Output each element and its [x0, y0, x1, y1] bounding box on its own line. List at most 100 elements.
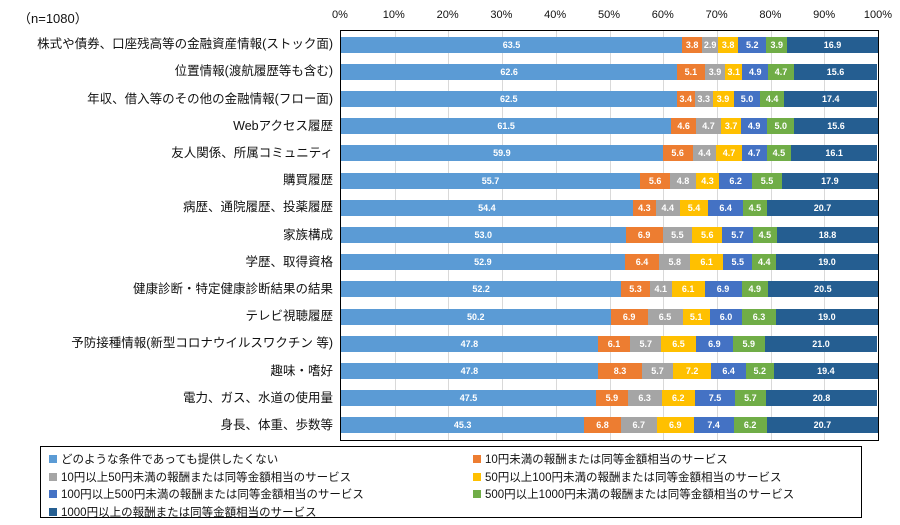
bar-segment: 6.9 [656, 417, 694, 434]
bar-value-label: 4.3 [638, 202, 651, 213]
bar-segment: 4.5 [766, 145, 791, 162]
bar-segment: 20.7 [766, 417, 878, 434]
bar-segment: 15.6 [793, 63, 878, 80]
bar-value-label: 63.5 [502, 39, 521, 50]
bar-value-label: 15.6 [827, 121, 845, 132]
bar-segment: 8.3 [597, 363, 643, 379]
legend-marker [49, 472, 57, 481]
bar-value-label: 4.6 [677, 121, 690, 132]
bar-segment: 7.2 [672, 363, 712, 379]
bar-segment: 3.1 [725, 63, 743, 80]
bar-segment: 5.6 [640, 172, 671, 189]
legend: どのような条件であっても提供したくない 10円未満の報酬または同等金額相当のサービ… [40, 446, 862, 519]
bar-segment: 6.9 [625, 227, 663, 243]
category-label: 家族構成 [282, 227, 333, 242]
bar-value-label: 18.8 [818, 230, 837, 240]
bar-segment: 6.2 [661, 390, 695, 407]
bar-value-label: 4.4 [758, 257, 771, 268]
bar-segment: 4.8 [670, 172, 696, 189]
legend-label: どのような条件であっても提供したくない [61, 454, 279, 466]
bar-row: 47.8 8.3 5.7 7.2 6.4 5.2 19.4 [341, 363, 878, 379]
bar-value-label: 4.1 [654, 284, 668, 295]
bar-value-label: 19.4 [817, 366, 835, 376]
bar-value-label: 6.0 [719, 311, 733, 322]
bar-value-label: 52.2 [472, 284, 490, 295]
bar-value-label: 4.7 [722, 148, 736, 159]
bar-row: 52.9 6.4 5.8 6.1 5.5 4.4 19.0 [341, 254, 878, 271]
bar-value-label: 4.4 [661, 202, 674, 213]
bar-segment: 47.8 [341, 335, 598, 352]
bar-segment: 5.7 [642, 363, 673, 379]
bar-segment: 5.1 [682, 308, 710, 325]
bar-value-label: 5.6 [700, 230, 714, 240]
bar-segment: 3.3 [694, 91, 713, 107]
bar-segment: 47.5 [341, 390, 597, 407]
x-tick-label: 50% [597, 9, 621, 21]
bar-segment: 20.7 [766, 199, 879, 216]
bar-row: 45.3 6.8 6.7 6.9 7.4 6.2 20.7 [341, 417, 878, 434]
bar-segment: 17.4 [784, 91, 878, 107]
bar-value-label: 55.7 [481, 175, 500, 186]
bar-segment: 6.1 [597, 335, 631, 352]
legend-label: 1000円以上の報酬または同等金額相当のサービス [61, 506, 317, 519]
bar-segment: 5.1 [677, 63, 705, 80]
bar-value-label: 7.5 [708, 393, 722, 404]
bar-value-label: 52.9 [474, 257, 492, 268]
category-label: テレビ視聴履歴 [245, 309, 333, 324]
bar-row: 62.6 5.1 3.9 3.1 4.9 4.7 15.6 [341, 63, 878, 80]
bar-segment: 62.6 [341, 63, 678, 80]
bar-value-label: 4.9 [748, 284, 761, 295]
bar-row: 47.8 6.1 5.7 6.5 6.9 5.9 21.0 [341, 335, 878, 352]
bar-row: 63.5 3.8 2.9 3.8 5.2 3.9 16.9 [341, 36, 878, 53]
x-tick-label: 60% [651, 9, 674, 21]
bar-segment: 5.7 [722, 227, 753, 243]
legend-item: 10円以上50円未満の報酬または同等金額相当のサービス [49, 470, 351, 484]
legend-label: 10円以上50円未満の報酬または同等金額相当のサービス [61, 471, 352, 484]
bar-value-label: 5.7 [639, 338, 652, 349]
bar-segment: 5.9 [732, 335, 765, 352]
bar-segment: 63.5 [341, 36, 682, 53]
bar-segment: 19.4 [773, 363, 878, 379]
bar-row: 52.2 5.3 4.1 6.1 6.9 4.9 20.5 [341, 281, 878, 298]
bar-segment: 45.3 [341, 417, 585, 434]
x-tick-label: 100% [863, 9, 893, 21]
bar-segment: 3.7 [721, 118, 742, 135]
bar-value-label: 15.6 [826, 66, 845, 77]
bar-value-label: 16.1 [825, 148, 843, 159]
bar-value-label: 47.8 [460, 338, 479, 349]
category-label: 予防接種情報(新型コロナウイルスワクチン 等) [71, 336, 333, 351]
bar-value-label: 19.0 [818, 311, 836, 322]
bar-segment: 6.2 [719, 172, 753, 189]
bar-row: 55.7 5.6 4.8 4.3 6.2 5.5 17.9 [341, 172, 878, 189]
bar-value-label: 62.6 [500, 66, 518, 77]
bar-value-label: 6.9 [708, 338, 721, 349]
bar-segment: 6.9 [704, 281, 742, 298]
bar-value-label: 6.2 [671, 393, 685, 404]
bar-value-label: 7.2 [685, 366, 699, 376]
bar-segment: 19.0 [776, 254, 878, 271]
bar-row: 54.4 4.3 4.4 5.4 6.4 4.5 20.7 [341, 199, 879, 216]
bar-value-label: 17.9 [821, 175, 839, 186]
bar-segment: 6.0 [709, 308, 743, 325]
bar-value-label: 6.9 [637, 230, 651, 240]
bar-segment: 5.5 [752, 172, 782, 189]
bar-value-label: 61.5 [497, 121, 515, 132]
x-tick-label: 10% [382, 9, 405, 21]
bar-segment: 6.3 [627, 390, 662, 407]
bar-value-label: 19.0 [818, 257, 836, 268]
legend-marker [473, 455, 481, 463]
bar-value-label: 6.7 [632, 420, 645, 431]
bar-segment: 53.0 [341, 227, 626, 243]
bar-segment: 5.9 [596, 390, 628, 407]
bar-value-label: 20.8 [812, 393, 831, 404]
bar-value-label: 5.1 [684, 66, 698, 77]
bar-value-label: 4.8 [676, 175, 690, 186]
bar-segment: 3.8 [717, 36, 739, 53]
bar-value-label: 5.6 [671, 148, 684, 159]
bar-segment: 61.5 [341, 118, 672, 135]
x-tick-label: 30% [490, 9, 513, 21]
bar-value-label: 20.7 [813, 202, 832, 213]
bar-value-label: 6.9 [669, 420, 682, 431]
bar-segment: 4.4 [760, 91, 784, 107]
bar-value-label: 3.7 [724, 121, 738, 132]
